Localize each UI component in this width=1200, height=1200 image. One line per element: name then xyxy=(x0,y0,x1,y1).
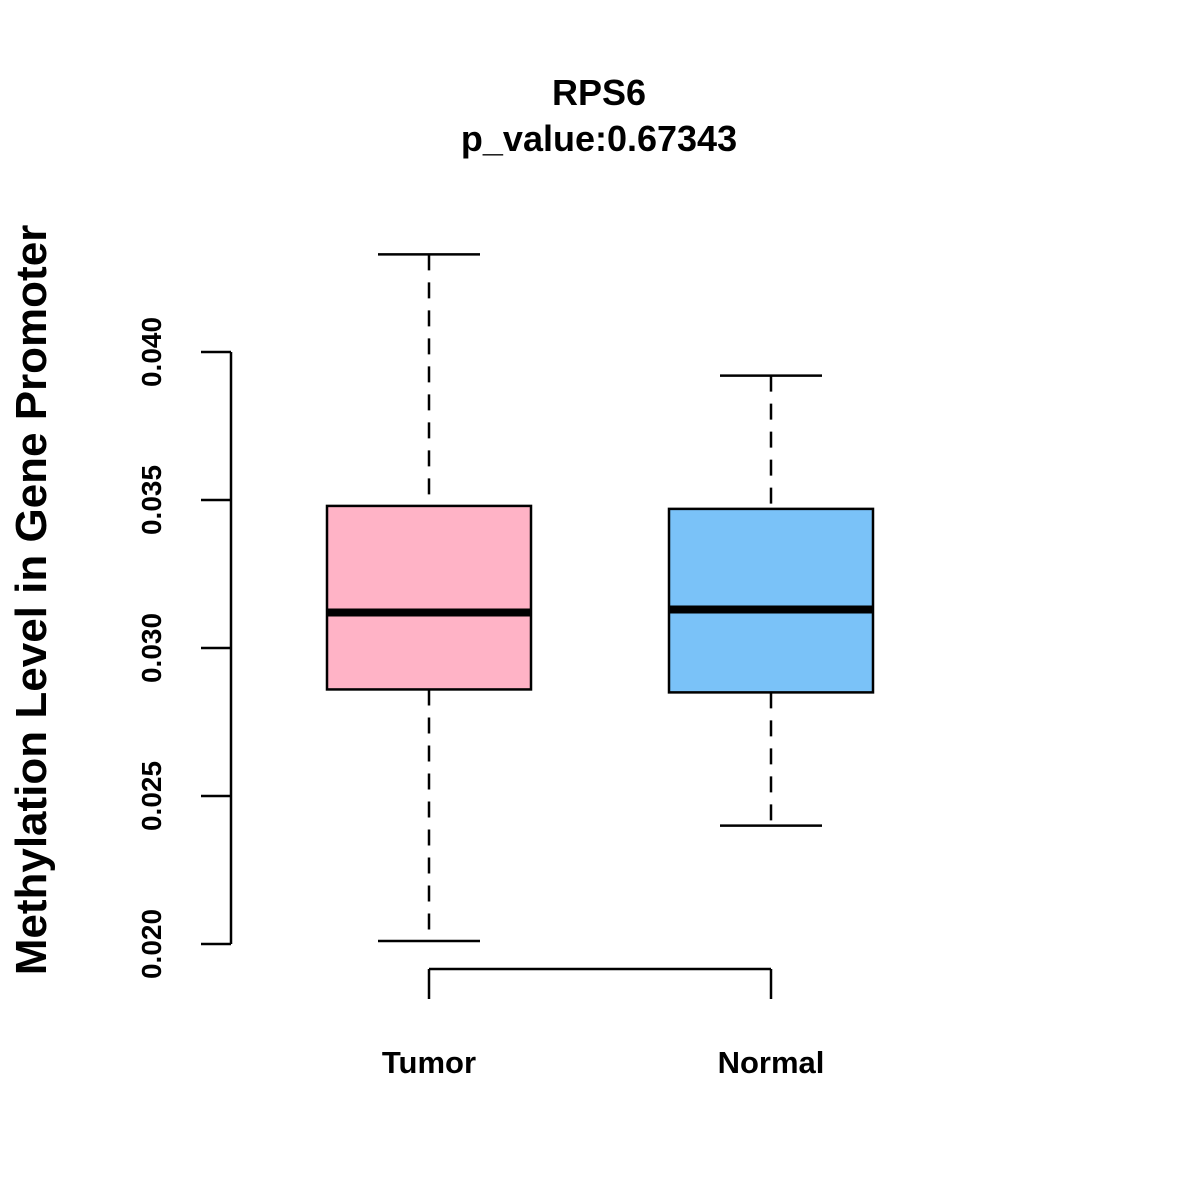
x-tick-label-normal: Normal xyxy=(718,1045,825,1080)
chart-subtitle: p_value:0.67343 xyxy=(461,118,737,159)
x-axis: Tumor Normal xyxy=(382,967,825,1080)
x-tick-label-tumor: Tumor xyxy=(382,1045,476,1080)
box-tumor xyxy=(325,253,533,943)
y-axis: 0.020 0.025 0.030 0.035 0.040 xyxy=(136,317,233,979)
y-tick-label: 0.040 xyxy=(136,317,167,387)
box-body xyxy=(325,504,533,691)
y-tick-label: 0.020 xyxy=(136,909,167,979)
box-normal xyxy=(667,374,875,827)
y-tick-label: 0.025 xyxy=(136,761,167,831)
y-tick-label: 0.035 xyxy=(136,465,167,535)
y-axis-label: Methylation Level in Gene Promoter xyxy=(7,225,56,976)
box-body xyxy=(667,507,875,694)
chart-title: RPS6 xyxy=(552,72,646,113)
y-tick-label: 0.030 xyxy=(136,613,167,683)
box-group xyxy=(325,253,875,943)
